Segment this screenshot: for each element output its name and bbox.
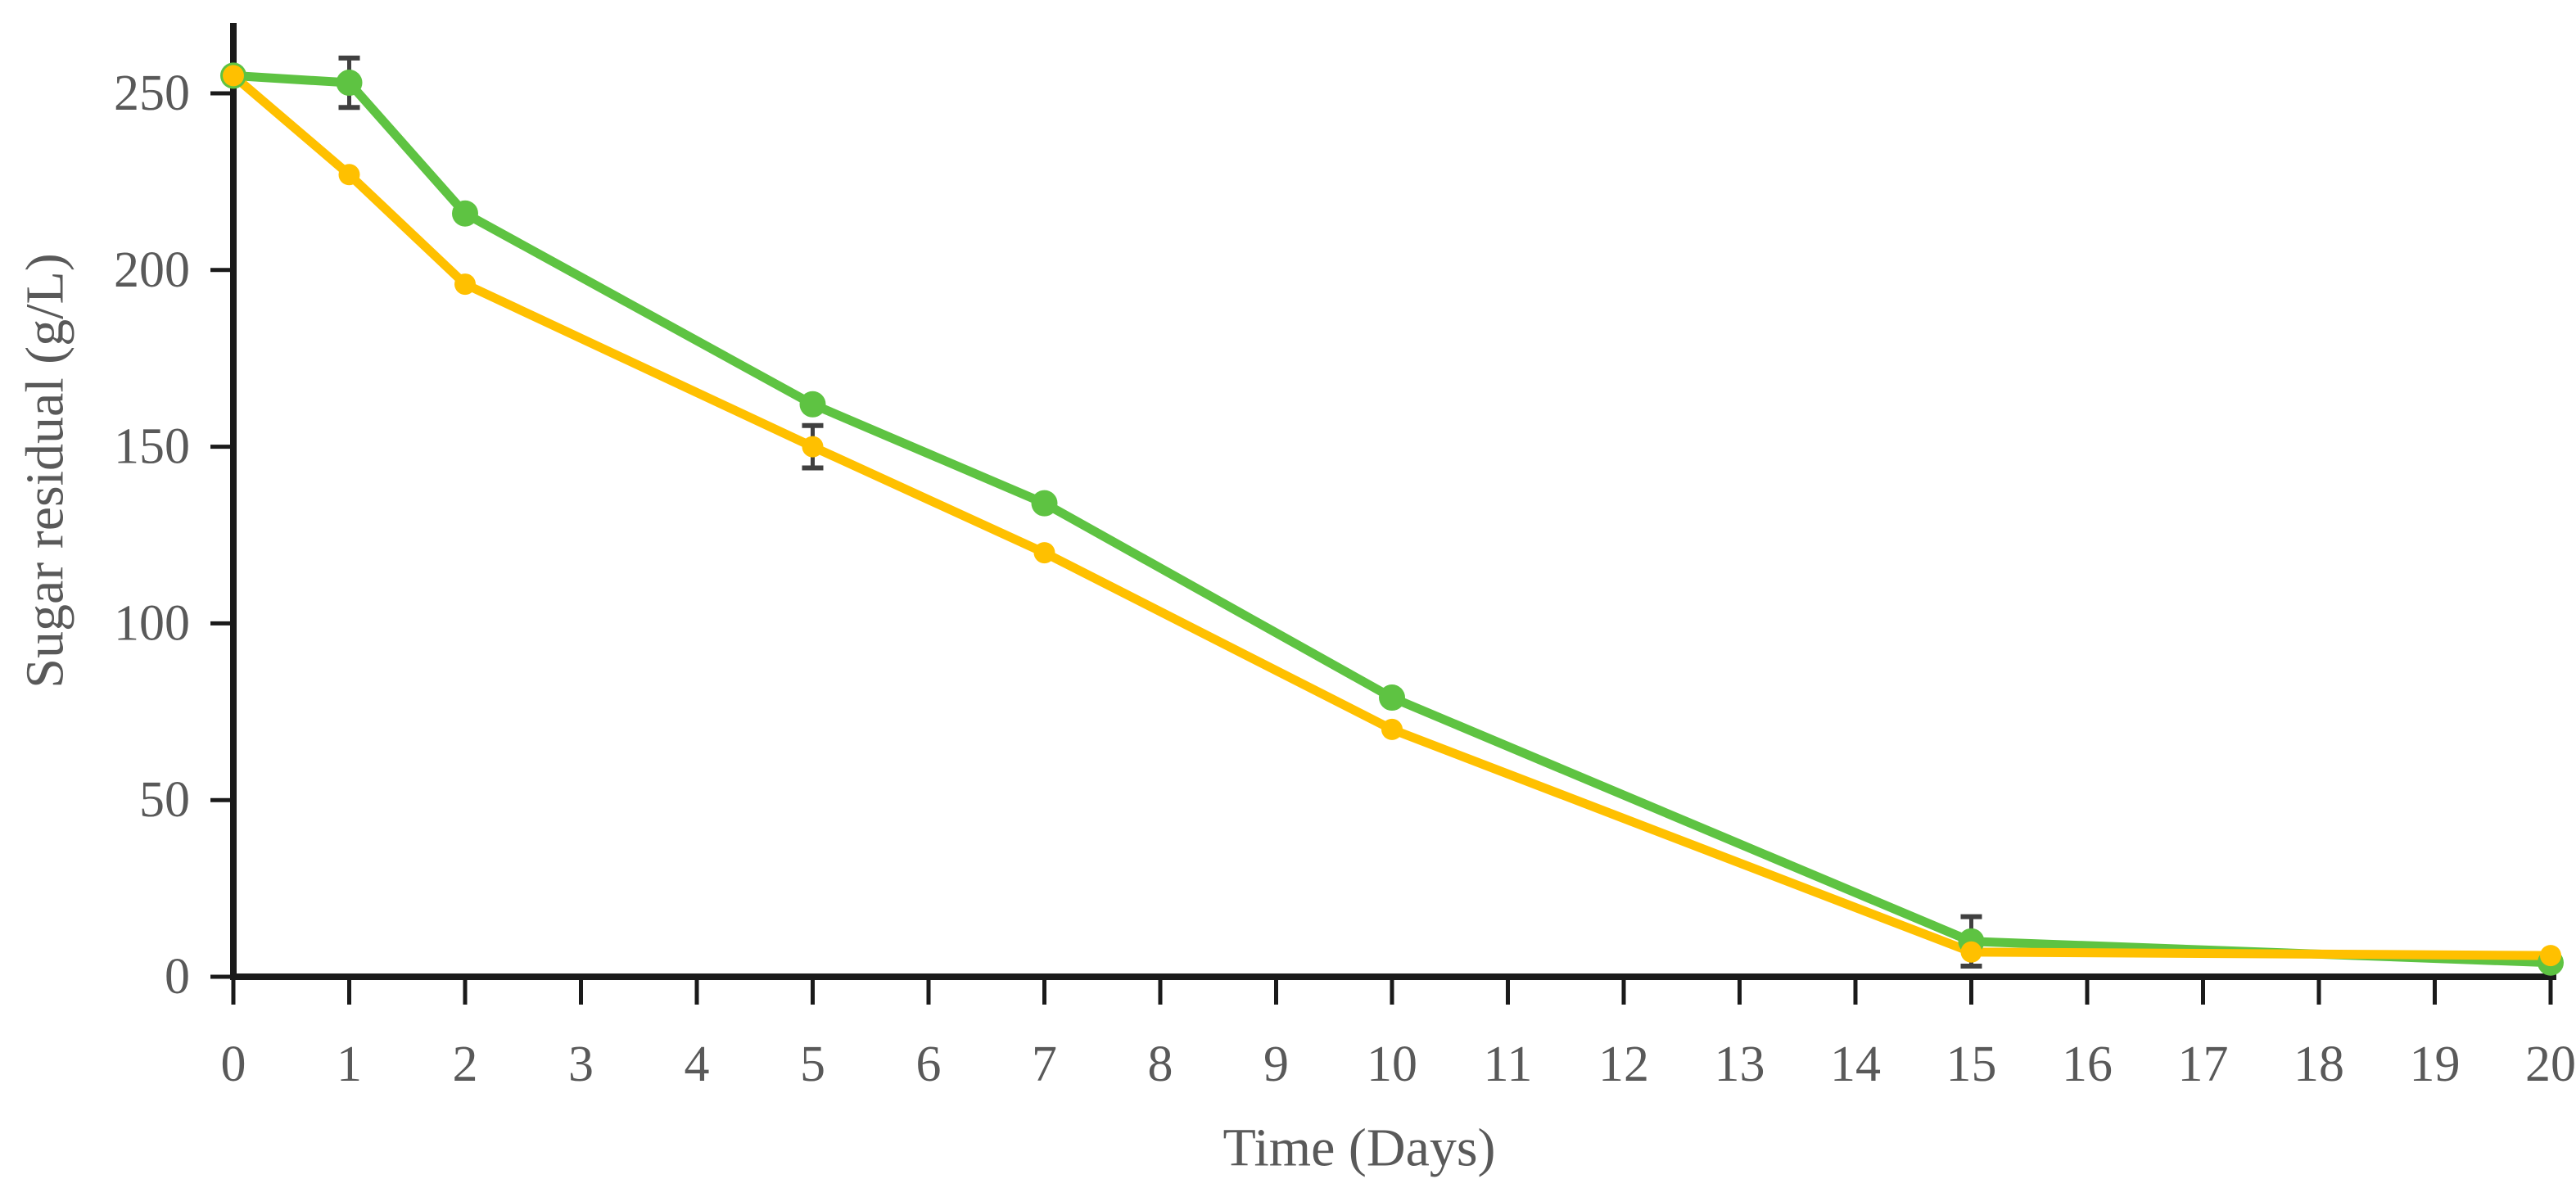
x-tick-label: 2	[453, 1037, 478, 1092]
x-tick-label: 3	[568, 1037, 594, 1092]
x-tick-label: 7	[1032, 1037, 1057, 1092]
y-tick-label: 100	[114, 595, 190, 651]
x-tick-label: 6	[916, 1037, 942, 1092]
x-tick-label: 19	[2410, 1037, 2461, 1092]
y-tick-label: 150	[114, 419, 190, 475]
x-tick-label: 15	[1946, 1037, 1997, 1092]
data-point-yellow-day1	[338, 164, 360, 186]
x-tick-label: 16	[2062, 1037, 2113, 1092]
x-tick-label: 12	[1598, 1037, 1649, 1092]
data-point-green-day5	[799, 391, 826, 418]
x-tick-label: 14	[1830, 1037, 1881, 1092]
x-tick-label: 13	[1715, 1037, 1765, 1092]
x-tick-label: 5	[800, 1037, 825, 1092]
y-tick-label: 200	[114, 242, 190, 298]
x-tick-label: 20	[2525, 1037, 2576, 1092]
data-point-green-day7	[1031, 490, 1058, 517]
data-point-yellow-day10	[1381, 718, 1403, 740]
data-point-yellow-day2	[454, 273, 476, 296]
x-tick-label: 17	[2178, 1037, 2229, 1092]
x-tick-label: 4	[685, 1037, 710, 1092]
x-tick-label: 8	[1148, 1037, 1173, 1092]
y-axis-title: Sugar residual (g/L)	[16, 253, 75, 689]
series-line-green	[228, 70, 2556, 968]
x-tick-label: 0	[221, 1037, 246, 1092]
x-tick-label: 18	[2294, 1037, 2344, 1092]
x-tick-label: 11	[1484, 1037, 1533, 1092]
data-point-green-day1	[336, 70, 363, 97]
x-axis-title: Time (Days)	[1222, 1118, 1495, 1178]
x-tick-label: 10	[1367, 1037, 1417, 1092]
data-point-yellow-day20	[2540, 945, 2561, 967]
x-tick-label: 9	[1263, 1037, 1289, 1092]
series-line-yellow	[228, 70, 2556, 960]
y-tick-label: 0	[165, 949, 190, 1005]
data-point-yellow-day5	[802, 436, 824, 458]
data-point-yellow-day15	[1960, 941, 1982, 963]
x-tick-label: 1	[337, 1037, 362, 1092]
data-point-yellow-day7	[1033, 542, 1055, 564]
y-tick-label: 250	[114, 65, 190, 121]
data-point-green-day10	[1379, 684, 1405, 711]
data-point-green-day2	[452, 200, 478, 227]
y-tick-label: 50	[139, 772, 190, 828]
data-point-yellow-day0	[223, 65, 244, 87]
